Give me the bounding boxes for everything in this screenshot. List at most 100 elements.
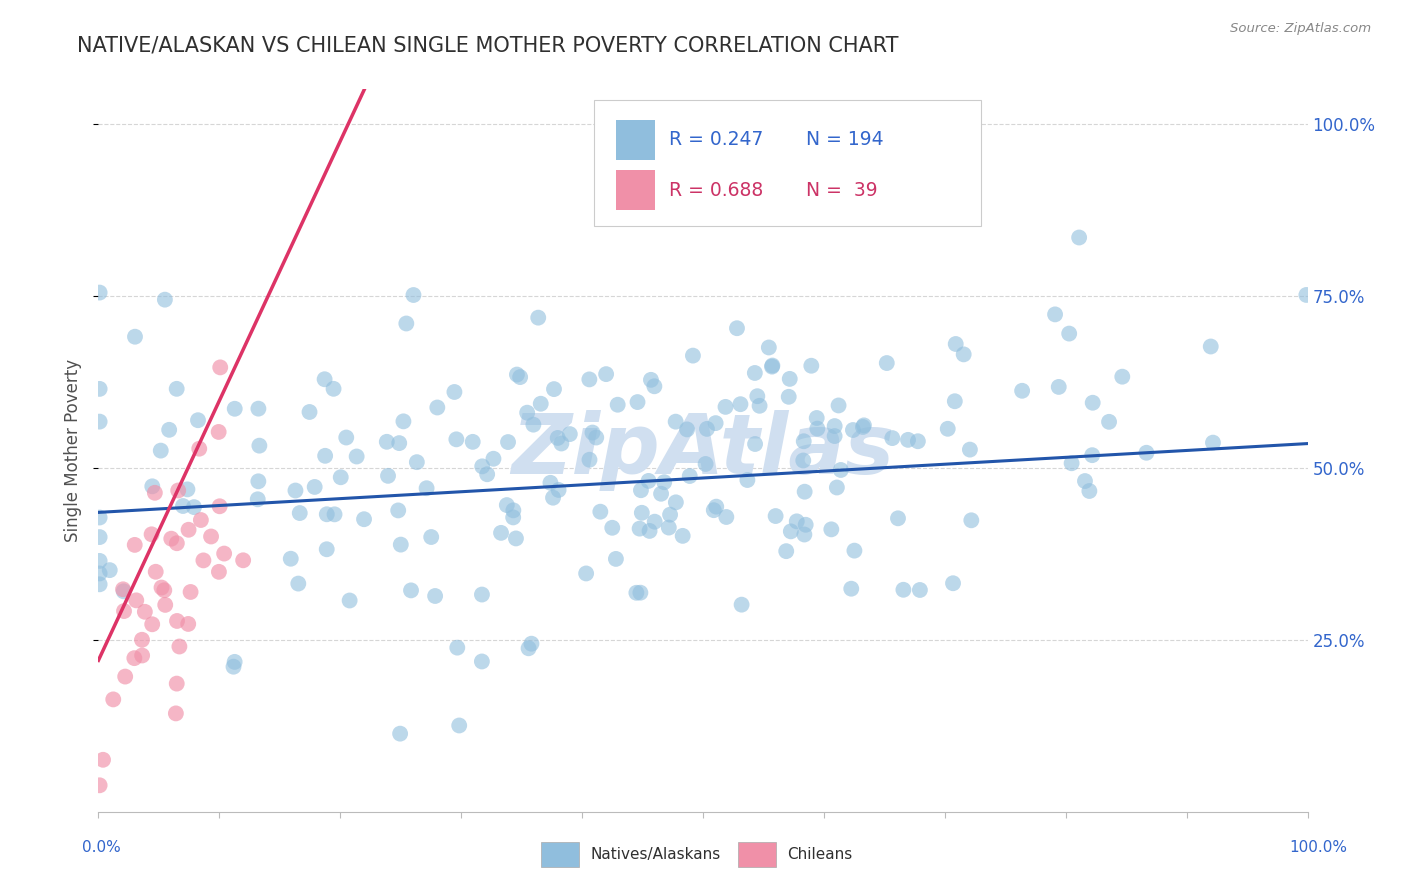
Point	[112, 582, 135, 597]
Text: ZipAtlas: ZipAtlas	[512, 410, 894, 491]
Point	[800, 359, 823, 373]
Point	[775, 544, 797, 558]
Point	[824, 419, 846, 434]
FancyBboxPatch shape	[595, 100, 981, 227]
Point	[844, 543, 866, 558]
Point	[209, 360, 232, 375]
Point	[287, 576, 309, 591]
Point	[605, 552, 627, 566]
Point	[124, 538, 146, 552]
Point	[824, 429, 846, 443]
Point	[329, 470, 352, 484]
Point	[1135, 446, 1157, 460]
Point	[315, 542, 337, 557]
Point	[585, 430, 607, 444]
Point	[509, 370, 531, 384]
Point	[114, 669, 136, 683]
Point	[89, 554, 111, 568]
Point	[112, 604, 135, 618]
Point	[131, 632, 153, 647]
Point	[208, 425, 231, 439]
Point	[581, 425, 603, 440]
Point	[543, 382, 565, 396]
Text: N =  39: N = 39	[806, 181, 877, 200]
Point	[89, 382, 111, 396]
Point	[682, 349, 704, 363]
Point	[89, 566, 111, 581]
Point	[150, 581, 173, 595]
Point	[527, 310, 550, 325]
Point	[247, 401, 270, 416]
Point	[280, 551, 302, 566]
Point	[630, 483, 652, 498]
Point	[141, 479, 163, 493]
Point	[737, 473, 759, 487]
Point	[502, 503, 524, 517]
Point	[482, 451, 505, 466]
Point	[315, 508, 337, 522]
Point	[193, 553, 215, 567]
Point	[695, 457, 717, 471]
Point	[149, 443, 172, 458]
Point	[517, 641, 540, 656]
Point	[166, 614, 188, 628]
Point	[761, 359, 783, 373]
Point	[288, 506, 311, 520]
Point	[471, 655, 494, 669]
Point	[423, 589, 446, 603]
Point	[389, 538, 412, 552]
Point	[936, 422, 959, 436]
Point	[538, 475, 561, 490]
Point	[208, 565, 231, 579]
Point	[714, 400, 737, 414]
Point	[765, 509, 787, 524]
Point	[314, 449, 336, 463]
Point	[626, 586, 648, 600]
Point	[758, 341, 780, 355]
Point	[650, 487, 672, 501]
Point	[89, 577, 111, 591]
Point	[761, 359, 783, 374]
Point	[183, 500, 205, 515]
Point	[942, 576, 965, 591]
Text: 0.0%: 0.0%	[82, 840, 121, 855]
Point	[124, 329, 146, 343]
Point	[716, 510, 738, 524]
Point	[725, 321, 748, 335]
Point	[339, 593, 361, 607]
Point	[1098, 415, 1121, 429]
Point	[446, 433, 468, 447]
Point	[516, 406, 538, 420]
Point	[124, 651, 146, 665]
Point	[247, 475, 270, 489]
Point	[190, 513, 212, 527]
Point	[520, 637, 543, 651]
Point	[496, 435, 519, 450]
Point	[89, 530, 111, 544]
Point	[1081, 396, 1104, 410]
Point	[314, 372, 336, 386]
Point	[908, 582, 931, 597]
Point	[665, 415, 688, 429]
Point	[89, 510, 111, 524]
Point	[167, 483, 190, 498]
Point	[298, 405, 321, 419]
Point	[395, 317, 418, 331]
Point	[166, 382, 188, 396]
Point	[704, 500, 727, 514]
Point	[897, 433, 920, 447]
Point	[676, 422, 699, 436]
Point	[461, 434, 484, 449]
Point	[449, 718, 471, 732]
Point	[98, 563, 121, 577]
Text: R = 0.688: R = 0.688	[669, 181, 763, 200]
Point	[155, 598, 177, 612]
Point	[188, 442, 211, 456]
Point	[1081, 448, 1104, 462]
Point	[628, 585, 651, 599]
Text: Source: ZipAtlas.com: Source: ZipAtlas.com	[1230, 22, 1371, 36]
Point	[793, 484, 815, 499]
Point	[166, 536, 188, 550]
Point	[212, 547, 235, 561]
Point	[322, 382, 344, 396]
